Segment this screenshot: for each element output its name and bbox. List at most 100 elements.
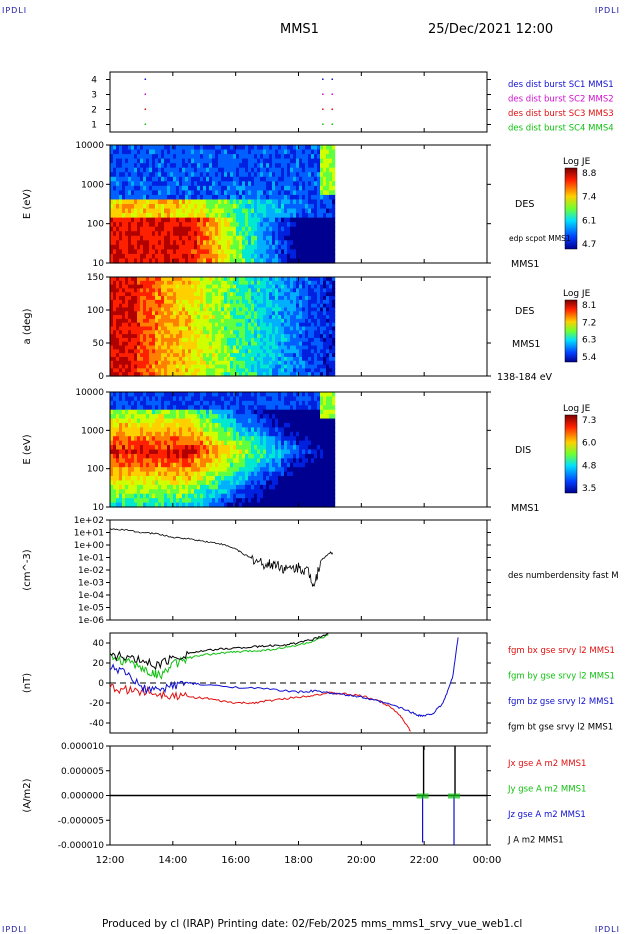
heatmap-cell bbox=[305, 258, 309, 264]
heatmap-cell bbox=[287, 372, 291, 377]
heatmap-cell bbox=[125, 226, 129, 232]
heatmap-cell bbox=[281, 337, 285, 343]
heatmap-cell bbox=[308, 356, 312, 362]
heatmap-cell bbox=[176, 204, 180, 210]
heatmap-cell bbox=[140, 409, 144, 415]
heatmap-cell bbox=[332, 326, 336, 331]
heatmap-cell bbox=[203, 405, 207, 411]
heatmap-cell bbox=[167, 489, 171, 495]
heatmap-cell bbox=[275, 303, 279, 309]
heatmap-cell bbox=[278, 288, 282, 293]
heatmap-cell bbox=[281, 158, 285, 164]
heatmap-cell bbox=[263, 176, 267, 182]
heatmap-cell bbox=[308, 154, 312, 160]
heatmap-cell bbox=[266, 368, 270, 373]
heatmap-cell bbox=[263, 345, 267, 350]
heatmap-cell bbox=[239, 341, 243, 347]
heatmap-cell bbox=[149, 226, 153, 232]
heatmap-cell bbox=[188, 360, 192, 366]
heatmap-cell bbox=[320, 172, 324, 178]
heatmap-cell bbox=[302, 185, 306, 191]
heatmap-cell bbox=[230, 158, 234, 164]
heatmap-cell bbox=[194, 249, 198, 255]
heatmap-cell bbox=[281, 249, 285, 255]
heatmap-cell bbox=[161, 167, 165, 173]
heatmap-cell bbox=[272, 360, 276, 366]
heatmap-cell bbox=[242, 284, 246, 290]
heatmap-cell bbox=[299, 176, 303, 182]
heatmap-cell bbox=[113, 181, 117, 187]
heatmap-cell bbox=[275, 284, 279, 290]
heatmap-cell bbox=[290, 330, 294, 335]
heatmap-cell bbox=[296, 145, 300, 151]
heatmap-cell bbox=[209, 453, 213, 459]
heatmap-cell bbox=[227, 334, 231, 339]
heatmap-cell bbox=[224, 356, 228, 362]
des-pitch-side-label: MMS1 bbox=[512, 339, 540, 350]
heatmap-cell bbox=[215, 462, 219, 468]
heatmap-cell bbox=[212, 172, 216, 178]
heatmap-cell bbox=[278, 280, 282, 286]
heatmap-cell bbox=[134, 436, 138, 442]
heatmap-cell bbox=[197, 462, 201, 468]
heatmap-cell bbox=[173, 284, 177, 290]
heatmap-cell bbox=[140, 163, 144, 169]
heatmap-cell bbox=[152, 277, 156, 282]
heatmap-cell bbox=[152, 222, 156, 228]
heatmap-cell bbox=[200, 190, 204, 196]
heatmap-cell bbox=[296, 217, 300, 223]
heatmap-cell bbox=[203, 181, 207, 187]
heatmap-cell bbox=[329, 372, 333, 377]
heatmap-cell bbox=[194, 334, 198, 339]
heatmap-cell bbox=[248, 249, 252, 255]
heatmap-cell bbox=[254, 311, 258, 316]
heatmap-cell bbox=[188, 405, 192, 411]
heatmap-cell bbox=[119, 436, 123, 442]
heatmap-cell bbox=[125, 217, 129, 223]
heatmap-cell bbox=[140, 235, 144, 241]
heatmap-cell bbox=[149, 480, 153, 486]
heatmap-cell bbox=[308, 222, 312, 228]
heatmap-cell bbox=[137, 445, 141, 451]
heatmap-cell bbox=[155, 345, 159, 350]
heatmap-cell bbox=[206, 330, 210, 335]
heatmap-cell bbox=[308, 235, 312, 241]
heatmap-cell bbox=[296, 149, 300, 155]
heatmap-cell bbox=[116, 436, 120, 442]
heatmap-cell bbox=[317, 315, 321, 320]
heatmap-cell bbox=[116, 167, 120, 173]
heatmap-cell bbox=[170, 427, 174, 433]
heatmap-cell bbox=[173, 480, 177, 486]
heatmap-cell bbox=[161, 296, 165, 301]
heatmap-cell bbox=[158, 176, 162, 182]
heatmap-cell bbox=[134, 145, 138, 151]
heatmap-cell bbox=[125, 409, 129, 415]
heatmap-cell bbox=[305, 163, 309, 169]
heatmap-cell bbox=[323, 240, 327, 246]
heatmap-cell bbox=[116, 337, 120, 343]
heatmap-cell bbox=[173, 288, 177, 293]
heatmap-cell bbox=[332, 360, 336, 366]
heatmap-cell bbox=[275, 167, 279, 173]
heatmap-cell bbox=[140, 458, 144, 464]
heatmap-cell bbox=[302, 149, 306, 155]
heatmap-cell bbox=[173, 315, 177, 320]
heatmap-cell bbox=[137, 345, 141, 350]
heatmap-cell bbox=[218, 409, 222, 415]
heatmap-cell bbox=[242, 334, 246, 339]
heatmap-cell bbox=[188, 493, 192, 499]
heatmap-cell bbox=[134, 476, 138, 482]
heatmap-cell bbox=[155, 458, 159, 464]
heatmap-cell bbox=[308, 217, 312, 223]
heatmap-cell bbox=[284, 368, 288, 373]
heatmap-cell bbox=[179, 471, 183, 477]
heatmap-cell bbox=[251, 349, 255, 354]
heatmap-cell bbox=[209, 292, 213, 297]
heatmap-cell bbox=[158, 149, 162, 155]
heatmap-cell bbox=[299, 322, 303, 328]
heatmap-cell bbox=[110, 484, 114, 490]
heatmap-cell bbox=[152, 149, 156, 155]
heatmap-cell bbox=[209, 208, 213, 214]
heatmap-cell bbox=[182, 288, 186, 293]
heatmap-cell bbox=[194, 349, 198, 354]
